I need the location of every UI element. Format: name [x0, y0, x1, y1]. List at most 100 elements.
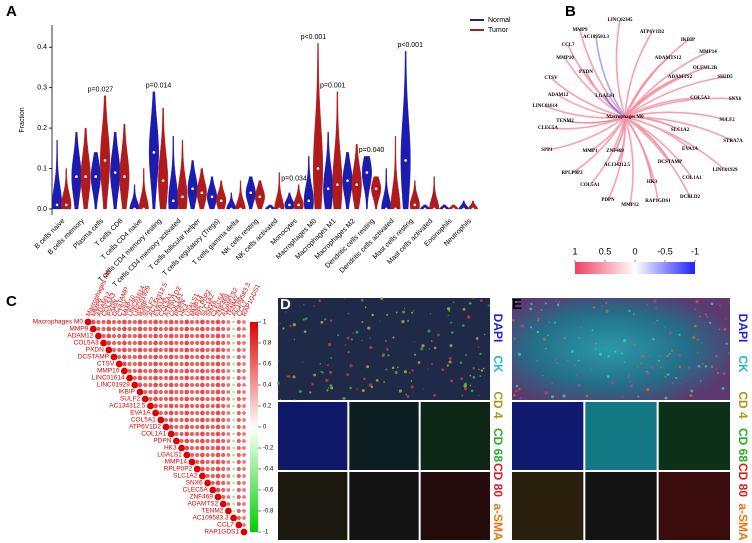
correlation-dot — [189, 452, 195, 458]
cell-signal — [657, 359, 660, 362]
edge — [624, 76, 726, 118]
cell-signal — [413, 310, 415, 312]
edge — [615, 19, 626, 118]
correlation-dot — [210, 473, 215, 479]
correlation-dot — [189, 424, 195, 430]
correlation-dot — [236, 508, 241, 514]
correlation-dot — [189, 368, 195, 374]
correlation-dot — [236, 361, 241, 367]
edge — [614, 116, 626, 152]
colorbar-tick-label: -0.6 — [263, 488, 274, 494]
correlation-dot — [122, 347, 127, 353]
correlation-dot — [236, 494, 241, 500]
correlation-dot — [153, 382, 158, 388]
cell-signal — [472, 375, 476, 379]
cell-signal — [678, 353, 682, 357]
correlation-dot — [184, 361, 190, 367]
correlation-dot — [232, 341, 235, 345]
y-tick-label: 0.1 — [37, 165, 47, 172]
correlation-dot — [232, 376, 235, 380]
colorbar-tick-label: 1 — [263, 320, 267, 326]
correlation-dot — [242, 404, 246, 408]
cell-signal — [700, 342, 703, 345]
correlation-dot — [215, 480, 221, 486]
correlation-dot — [90, 319, 96, 325]
correlation-dot — [205, 382, 210, 388]
correlation-dot — [200, 382, 205, 388]
cell-signal — [433, 346, 437, 350]
median-dot — [239, 207, 242, 211]
correlation-dot — [163, 410, 169, 416]
correlation-dot — [221, 340, 226, 346]
cell-signal — [467, 315, 471, 319]
cell-signal — [641, 355, 645, 358]
cell-signal — [557, 300, 561, 304]
cell-signal — [670, 349, 674, 352]
correlation-dot — [215, 452, 221, 458]
cell-signal — [626, 307, 629, 309]
edge — [607, 116, 626, 201]
cell-signal — [380, 296, 384, 300]
correlation-dot — [226, 355, 231, 359]
cell-signal — [522, 324, 525, 327]
channel-label: CD 68 — [736, 428, 750, 462]
cell-signal — [637, 366, 639, 368]
correlation-dot — [117, 347, 122, 353]
row-label: LINC01614 — [92, 375, 125, 382]
correlation-dot — [106, 326, 112, 332]
correlation-dot — [210, 417, 215, 423]
node-label: PDPN — [601, 198, 615, 203]
cell-signal — [632, 313, 635, 316]
cell-signal — [404, 307, 406, 309]
correlation-dot — [173, 437, 180, 445]
correlation-dot — [189, 340, 195, 346]
correlation-dot — [174, 333, 179, 339]
correlation-dot — [189, 319, 195, 325]
correlation-dot — [236, 326, 241, 332]
violin — [158, 107, 169, 210]
cell-signal — [623, 338, 627, 343]
correlation-dot — [148, 354, 153, 360]
correlation-dot — [205, 396, 210, 402]
channel-tile — [278, 472, 348, 540]
correlation-dot — [195, 417, 200, 423]
correlation-dot — [200, 319, 205, 325]
correlation-dot — [210, 403, 215, 409]
correlation-dot — [148, 361, 153, 367]
cell-signal — [606, 375, 610, 378]
correlation-dot — [200, 354, 205, 360]
row-label: RAP1GDS1 — [204, 529, 239, 536]
p-value-label: p=0.014 — [146, 83, 172, 90]
correlation-dot — [195, 403, 200, 409]
correlation-dot — [215, 368, 221, 374]
correlation-dot — [189, 354, 195, 360]
cell-signal — [515, 389, 518, 393]
correlation-dot — [232, 397, 235, 401]
cell-signal — [320, 320, 324, 324]
cell-signal — [646, 370, 648, 373]
cell-signal — [594, 348, 597, 350]
correlation-dot — [148, 382, 153, 388]
correlation-dot — [168, 375, 174, 381]
cell-signal — [725, 318, 727, 320]
row-label: SLC1A2 — [173, 473, 198, 480]
row-label: SNX6 — [186, 480, 203, 487]
cell-signal — [692, 335, 696, 340]
cell-signal — [431, 340, 433, 342]
correlation-dot — [232, 404, 235, 408]
node-label: OLFML2B — [693, 66, 718, 71]
correlation-dot — [242, 460, 246, 464]
correlation-dot — [117, 333, 122, 339]
correlation-dot — [111, 326, 117, 332]
correlation-dot — [232, 348, 235, 352]
cell-signal — [605, 309, 609, 313]
cell-signal — [697, 364, 701, 368]
center-node-label: Macrophages M0 — [606, 115, 644, 120]
cell-signal — [607, 355, 610, 358]
correlation-dot — [122, 319, 127, 325]
cell-signal — [381, 354, 385, 358]
correlation-dot — [236, 382, 241, 388]
cell-signal — [394, 370, 398, 374]
violin — [138, 168, 149, 210]
correlation-dot — [232, 460, 235, 464]
